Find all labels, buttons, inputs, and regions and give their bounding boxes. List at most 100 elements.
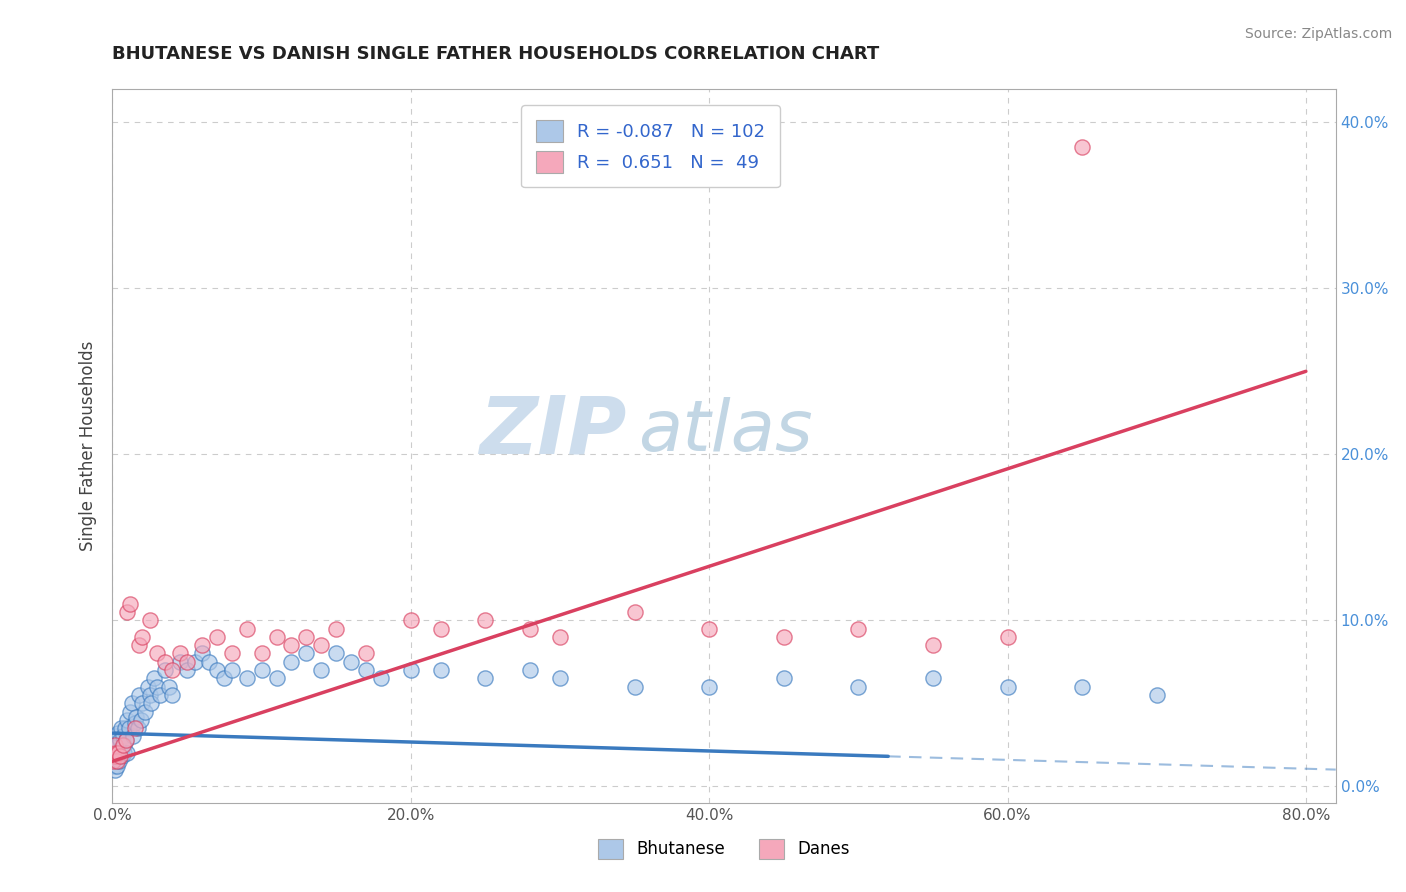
Point	[548, 630, 571, 644]
Point	[115, 732, 138, 747]
Point	[280, 655, 302, 669]
Point	[104, 742, 127, 756]
Point	[997, 680, 1019, 694]
Y-axis label: Single Father Households: Single Father Households	[79, 341, 97, 551]
Point	[235, 671, 257, 685]
Point	[117, 605, 139, 619]
Point	[354, 647, 377, 661]
Point	[922, 671, 945, 685]
Point	[214, 671, 236, 685]
Point	[105, 732, 128, 747]
Point	[846, 622, 869, 636]
Point	[772, 671, 794, 685]
Point	[370, 671, 392, 685]
Point	[1071, 140, 1094, 154]
Point	[114, 721, 136, 735]
Point	[221, 663, 243, 677]
Point	[136, 680, 159, 694]
Point	[108, 754, 131, 768]
Point	[146, 680, 169, 694]
Point	[340, 655, 363, 669]
Point	[250, 663, 273, 677]
Point	[623, 605, 645, 619]
Point	[295, 647, 318, 661]
Point	[169, 655, 191, 669]
Point	[325, 647, 347, 661]
Point	[183, 655, 205, 669]
Point	[191, 638, 214, 652]
Point	[149, 688, 172, 702]
Point	[169, 647, 191, 661]
Point	[235, 622, 257, 636]
Point	[295, 630, 318, 644]
Point	[103, 754, 125, 768]
Point	[311, 638, 333, 652]
Point	[143, 671, 166, 685]
Point	[519, 663, 541, 677]
Point	[107, 746, 129, 760]
Point	[176, 663, 198, 677]
Point	[128, 688, 150, 702]
Point	[139, 613, 162, 627]
Point	[112, 746, 135, 760]
Point	[120, 705, 142, 719]
Point	[115, 746, 138, 760]
Point	[127, 721, 149, 735]
Point	[103, 759, 125, 773]
Point	[107, 726, 129, 740]
Point	[141, 696, 163, 710]
Point	[280, 638, 302, 652]
Point	[120, 597, 142, 611]
Point	[110, 746, 132, 760]
Point	[160, 688, 183, 702]
Point	[205, 663, 228, 677]
Point	[429, 663, 451, 677]
Point	[139, 688, 162, 702]
Text: Source: ZipAtlas.com: Source: ZipAtlas.com	[1244, 27, 1392, 41]
Point	[1071, 680, 1094, 694]
Point	[846, 680, 869, 694]
Point	[122, 730, 145, 744]
Point	[153, 663, 176, 677]
Point	[157, 680, 180, 694]
Point	[103, 738, 125, 752]
Point	[191, 647, 214, 661]
Point	[153, 655, 176, 669]
Point	[519, 622, 541, 636]
Point	[474, 671, 496, 685]
Point	[104, 738, 127, 752]
Point	[104, 730, 127, 744]
Point	[121, 696, 143, 710]
Legend: Bhutanese, Danes: Bhutanese, Danes	[592, 832, 856, 866]
Point	[111, 738, 134, 752]
Point	[176, 655, 198, 669]
Point	[104, 763, 127, 777]
Point	[128, 638, 150, 652]
Point	[124, 721, 146, 735]
Text: atlas: atlas	[638, 397, 813, 467]
Point	[103, 746, 125, 760]
Point	[117, 713, 139, 727]
Point	[772, 630, 794, 644]
Point	[131, 630, 153, 644]
Point	[111, 730, 134, 744]
Point	[124, 716, 146, 731]
Point	[108, 749, 131, 764]
Point	[125, 709, 148, 723]
Point	[205, 630, 228, 644]
Text: BHUTANESE VS DANISH SINGLE FATHER HOUSEHOLDS CORRELATION CHART: BHUTANESE VS DANISH SINGLE FATHER HOUSEH…	[112, 45, 880, 62]
Point	[160, 663, 183, 677]
Point	[997, 630, 1019, 644]
Point	[399, 663, 422, 677]
Point	[107, 749, 129, 764]
Point	[429, 622, 451, 636]
Point	[134, 705, 156, 719]
Point	[311, 663, 333, 677]
Point	[103, 746, 125, 760]
Point	[105, 746, 128, 760]
Point	[107, 746, 129, 760]
Point	[399, 613, 422, 627]
Point	[474, 613, 496, 627]
Point	[922, 638, 945, 652]
Point	[118, 721, 141, 735]
